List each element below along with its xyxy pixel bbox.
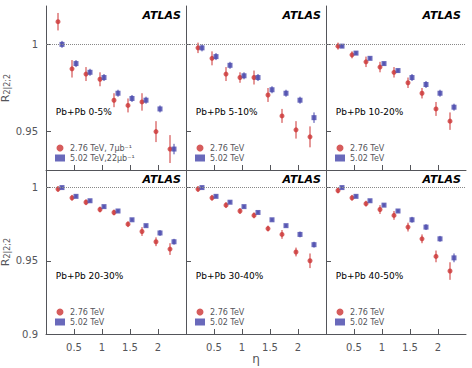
svg-text:2.76 TeV: 2.76 TeV	[210, 144, 245, 153]
svg-text:1.5: 1.5	[402, 342, 418, 353]
svg-text:2.76 TeV, 7μb⁻¹: 2.76 TeV, 7μb⁻¹	[70, 144, 132, 153]
svg-text:5.02 TeV: 5.02 TeV	[70, 318, 105, 327]
svg-text:1.5: 1.5	[262, 342, 278, 353]
svg-text:ATLAS: ATLAS	[422, 173, 461, 186]
svg-text:5.02 TeV,22μb⁻¹: 5.02 TeV,22μb⁻¹	[70, 154, 135, 163]
svg-text:ATLAS: ATLAS	[142, 9, 181, 22]
svg-text:1: 1	[99, 342, 105, 353]
svg-text:0.95: 0.95	[16, 255, 38, 266]
svg-text:2.76 TeV: 2.76 TeV	[70, 308, 105, 317]
svg-text:2.76 TeV: 2.76 TeV	[350, 144, 385, 153]
svg-text:Pb+Pb 0-5%: Pb+Pb 0-5%	[56, 107, 112, 117]
svg-text:5.02 TeV: 5.02 TeV	[350, 154, 385, 163]
svg-text:Pb+Pb 20-30%: Pb+Pb 20-30%	[56, 271, 124, 281]
svg-text:5.02 TeV: 5.02 TeV	[350, 318, 385, 327]
svg-text:2|2;2: 2|2;2	[3, 238, 12, 259]
svg-text:0.5: 0.5	[66, 342, 82, 353]
svg-text:2.76 TeV: 2.76 TeV	[350, 308, 385, 317]
svg-text:5.02 TeV: 5.02 TeV	[210, 318, 245, 327]
svg-text:1: 1	[379, 342, 385, 353]
svg-text:ATLAS: ATLAS	[142, 173, 181, 186]
svg-text:1: 1	[32, 182, 38, 193]
svg-text:η: η	[252, 352, 260, 366]
svg-text:Pb+Pb 10-20%: Pb+Pb 10-20%	[336, 107, 404, 117]
svg-text:ATLAS: ATLAS	[422, 9, 461, 22]
svg-text:0.9: 0.9	[22, 329, 38, 340]
svg-text:5.02 TeV: 5.02 TeV	[210, 154, 245, 163]
svg-text:1: 1	[32, 39, 38, 50]
svg-text:2: 2	[295, 342, 301, 353]
svg-text:1: 1	[239, 342, 245, 353]
svg-text:2: 2	[155, 342, 161, 353]
svg-text:Pb+Pb 5-10%: Pb+Pb 5-10%	[196, 107, 258, 117]
svg-text:2.76 TeV: 2.76 TeV	[210, 308, 245, 317]
svg-text:ATLAS: ATLAS	[282, 9, 321, 22]
svg-text:Pb+Pb 40-50%: Pb+Pb 40-50%	[336, 271, 404, 281]
svg-text:0.5: 0.5	[346, 342, 362, 353]
svg-text:1.5: 1.5	[122, 342, 138, 353]
svg-text:2: 2	[435, 342, 441, 353]
svg-text:2|2;2: 2|2;2	[3, 74, 12, 95]
svg-text:0.95: 0.95	[16, 126, 38, 137]
svg-text:0.5: 0.5	[206, 342, 222, 353]
svg-text:Pb+Pb 30-40%: Pb+Pb 30-40%	[196, 271, 264, 281]
svg-text:ATLAS: ATLAS	[282, 173, 321, 186]
